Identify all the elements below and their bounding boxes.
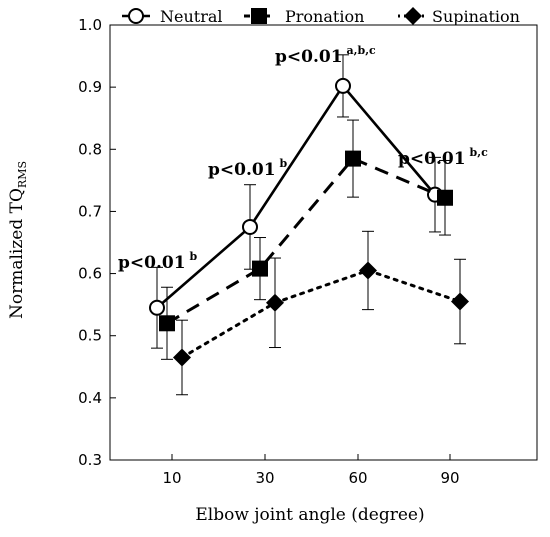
data-point <box>359 261 377 280</box>
plot-frame <box>109 24 538 461</box>
y-tick-label: 0.5 <box>78 327 102 345</box>
data-point <box>451 292 469 311</box>
significance-annotation: p<0.01 b <box>208 157 288 180</box>
significance-annotation: p<0.01 b,c <box>398 146 488 169</box>
x-tick-label: 90 <box>440 469 459 487</box>
data-point <box>335 77 351 94</box>
data-point <box>345 150 361 167</box>
y-tick-label: 0.9 <box>78 78 102 96</box>
data-point <box>159 315 175 332</box>
legend-item-supination: Supination <box>398 7 520 26</box>
data-point <box>173 348 191 367</box>
legend-label: Neutral <box>160 7 223 26</box>
series-line <box>180 268 462 359</box>
data-point <box>437 189 453 206</box>
legend-marker <box>251 8 267 24</box>
data-point <box>242 218 258 235</box>
annotation-superscript: b,c <box>470 146 489 159</box>
data-point <box>252 260 268 277</box>
y-axis-title-main: Normalized TQ <box>7 188 27 319</box>
x-tick-label: 30 <box>255 469 274 487</box>
annotation-layer: p<0.01 b p<0.01 b p<0.01 a,b,c p<0.01 b,c <box>118 44 488 273</box>
annotation-superscript: b <box>280 157 288 170</box>
legend-marker <box>404 7 422 25</box>
significance-annotation: p<0.01 b <box>118 250 198 273</box>
y-tick-label: 1.0 <box>78 16 102 34</box>
series-neutral <box>149 54 443 349</box>
x-tick-label: 10 <box>162 469 181 487</box>
y-tick-label: 0.3 <box>78 451 102 469</box>
legend-marker <box>128 8 144 24</box>
annotation-superscript: b <box>190 250 198 263</box>
legend: Neutral Pronation Supination <box>122 7 520 26</box>
legend-label: Supination <box>432 7 520 26</box>
series-layer <box>149 54 469 396</box>
annotation-superscript: a,b,c <box>347 44 376 57</box>
y-tick-label: 0.7 <box>78 202 102 220</box>
annotation-text: p<0.01 <box>208 160 276 180</box>
significance-annotation: p<0.01 a,b,c <box>275 44 376 67</box>
y-tick-label: 0.6 <box>78 265 102 283</box>
annotation-text: p<0.01 <box>275 47 343 67</box>
series-pronation <box>159 119 453 360</box>
legend-label: Pronation <box>285 7 364 26</box>
y-tick-label: 0.4 <box>78 389 102 407</box>
legend-item-neutral: Neutral <box>122 7 223 26</box>
data-point <box>149 299 165 316</box>
data-point <box>266 293 284 312</box>
annotation-text: p<0.01 <box>118 253 186 273</box>
axes: 0.3 0.4 0.5 0.6 0.7 0.8 0.9 1.0 10 30 60 90 <box>78 16 538 487</box>
series-line <box>156 83 436 309</box>
annotation-text: p<0.01 <box>398 149 466 169</box>
y-axis-title: Normalized TQRMS <box>7 161 29 319</box>
series-line <box>166 156 446 325</box>
x-axis-title: Elbow joint angle (degree) <box>195 505 424 525</box>
y-axis-title-subscript: RMS <box>16 161 29 188</box>
legend-item-pronation: Pronation <box>244 7 364 26</box>
x-tick-label: 60 <box>348 469 367 487</box>
y-tick-label: 0.8 <box>78 140 102 158</box>
series-supination <box>173 230 469 396</box>
